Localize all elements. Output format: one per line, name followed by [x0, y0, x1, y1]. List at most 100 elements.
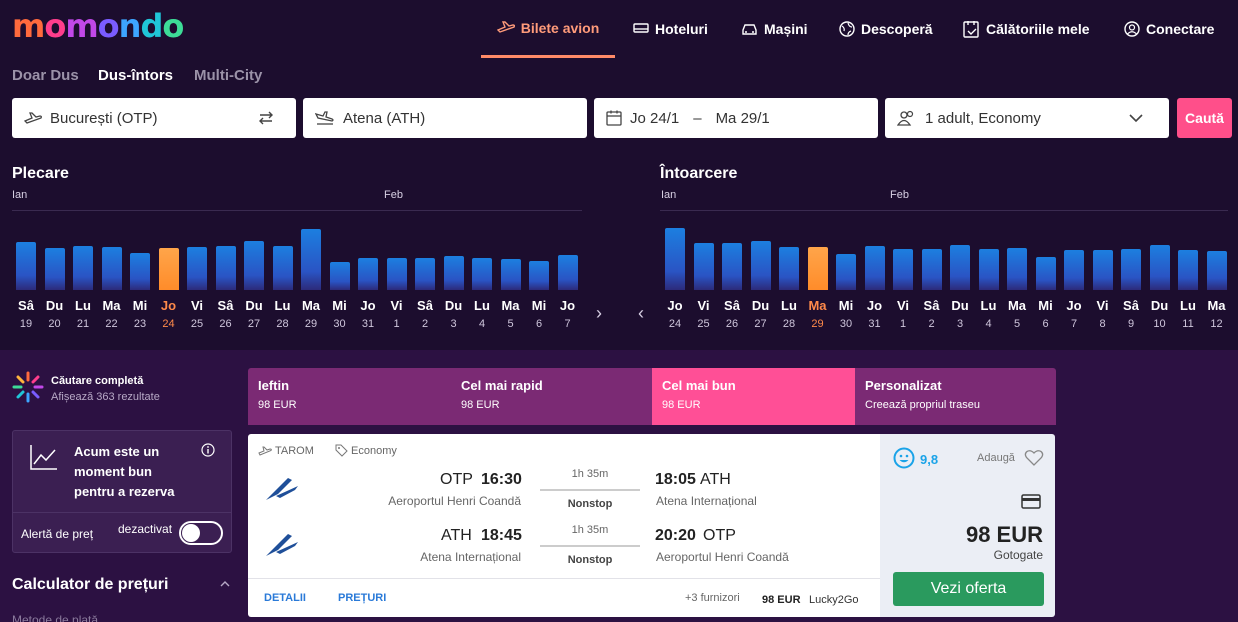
day-label: Du [45, 298, 64, 313]
nav-hotels[interactable]: Hoteluri [633, 0, 708, 58]
result-card[interactable] [248, 434, 880, 617]
price-bar[interactable] [864, 246, 885, 290]
day-label: Jo [866, 298, 883, 313]
price-bar[interactable] [693, 243, 714, 290]
destination-field[interactable]: Atena (ATH) [303, 98, 587, 138]
origin-field[interactable]: București (OTP) [12, 98, 296, 138]
price-bar[interactable] [950, 245, 970, 290]
price-bar[interactable] [893, 249, 913, 290]
calculator-title: Calculator de prețuri [12, 576, 169, 593]
price-bar[interactable] [836, 254, 856, 290]
sort-tab-best[interactable]: Cel mai bun 98 EUR [652, 368, 855, 425]
price-bar[interactable] [1149, 245, 1170, 290]
day-number: 31 [868, 318, 881, 330]
price-bar[interactable] [244, 241, 264, 290]
add-label[interactable]: Adaugă [977, 452, 1015, 464]
price-bar[interactable] [443, 256, 464, 290]
day-label: Mi [838, 298, 854, 313]
day-number: 25 [697, 318, 710, 330]
day-number: 4 [985, 318, 992, 330]
search-button[interactable]: Caută [1177, 98, 1232, 138]
nav-flights[interactable]: Bilete avion [481, 0, 615, 58]
price-bar[interactable] [807, 247, 828, 290]
price-bar[interactable] [978, 249, 999, 290]
tarom-logo-icon [266, 534, 298, 556]
price-bar[interactable] [557, 255, 578, 290]
nav-cars[interactable]: Mașini [741, 0, 808, 58]
price-bar[interactable] [1035, 257, 1056, 290]
price-bar[interactable] [44, 248, 65, 290]
price-bar[interactable] [73, 246, 93, 290]
price-bar[interactable] [750, 241, 771, 290]
day-label: Du [245, 298, 263, 313]
heart-icon[interactable] [1024, 449, 1044, 467]
swap-icon[interactable] [258, 111, 274, 125]
info-icon[interactable] [201, 443, 215, 457]
nav-trips[interactable]: Călătoriile mele [962, 0, 1090, 58]
price-bar[interactable] [1178, 250, 1198, 290]
chevron-right-icon[interactable]: › [596, 303, 602, 323]
alt-price: 98 EUR [762, 594, 801, 606]
trip-type-multicity[interactable]: Multi-City [194, 67, 263, 84]
date-separator: – [693, 109, 702, 127]
price-bar[interactable] [1064, 250, 1084, 290]
day-label: Lu [75, 298, 91, 313]
price-bar[interactable] [1007, 248, 1027, 290]
price-bar[interactable] [272, 246, 293, 290]
price-bar[interactable] [722, 243, 742, 290]
sort-tab-fastest[interactable]: Cel mai rapid 98 EUR [451, 368, 652, 425]
car-icon [742, 23, 757, 35]
price-bar[interactable] [101, 247, 122, 290]
price-bar[interactable] [779, 247, 799, 290]
leg2-dep-time: 18:45 [481, 527, 522, 544]
price-bar[interactable] [1121, 249, 1141, 290]
view-offer-button[interactable]: Vezi oferta [893, 572, 1044, 606]
price-bar[interactable] [921, 249, 942, 290]
price-bar[interactable] [1092, 250, 1113, 290]
prices-link[interactable]: PREȚURI [338, 592, 387, 604]
day-number: 5 [1013, 318, 1021, 330]
day-label: Sâ [217, 298, 234, 313]
provider: Gotogate [993, 548, 1043, 562]
chevron-up-icon[interactable] [220, 580, 230, 587]
price-bar[interactable] [386, 258, 407, 290]
chevron-left-icon[interactable]: ‹ [638, 303, 644, 323]
leg1-to-code: ATH [700, 471, 731, 488]
price-bar[interactable] [187, 247, 207, 290]
trip-type-roundtrip[interactable]: Dus-întors [98, 67, 173, 84]
price-bar[interactable] [529, 261, 549, 290]
day-number: 21 [76, 318, 90, 330]
price-bar[interactable] [215, 246, 236, 290]
sort-tab-custom[interactable]: Personalizat Creează propriul traseu [855, 368, 1056, 425]
price-bar[interactable] [329, 262, 350, 290]
price-bar[interactable] [1206, 251, 1227, 290]
leg2-from-code: ATH [441, 527, 472, 544]
price-bar[interactable] [16, 242, 36, 290]
providers-count[interactable]: +3 furnizori [685, 592, 740, 604]
sort-tab-cheapest[interactable]: Ieftin 98 EUR [248, 368, 451, 425]
day-label: Sâ [417, 298, 433, 313]
day-label: Jo [360, 298, 376, 313]
date-field[interactable]: Jo 24/1 – Ma 29/1 [594, 98, 878, 138]
details-link[interactable]: DETALII [264, 592, 306, 604]
cabin-class: Economy [351, 445, 397, 457]
price-bar[interactable] [500, 259, 521, 290]
nav-login[interactable]: Conectare [1124, 0, 1214, 58]
trip-type-oneway[interactable]: Doar Dus [12, 67, 79, 84]
price-bar[interactable] [301, 229, 321, 290]
plane-icon [496, 20, 515, 33]
price-bar[interactable] [665, 228, 685, 290]
price-bar[interactable] [130, 253, 150, 290]
price-bar[interactable] [158, 248, 179, 290]
return-price-chart: Jo 24 Vi 25 Sâ 26 Du 27 Lu 28 Ma 29 Mi 30 Jo 31 Vi 1 Sâ 2 Du… [620, 210, 1238, 335]
price-bar[interactable] [358, 258, 378, 290]
price-alert-toggle[interactable] [179, 521, 223, 545]
price-bar[interactable] [415, 258, 435, 290]
travelers-field[interactable]: 1 adult, Economy [885, 98, 1169, 138]
day-label: Sâ [724, 298, 740, 313]
score: 9,8 [920, 452, 939, 467]
nav-hotels-label: Hoteluri [655, 21, 708, 37]
nav-explore[interactable]: Descoperă [839, 0, 933, 58]
price-bar[interactable] [472, 258, 492, 290]
momondo-logo[interactable]: momondo [12, 7, 184, 45]
